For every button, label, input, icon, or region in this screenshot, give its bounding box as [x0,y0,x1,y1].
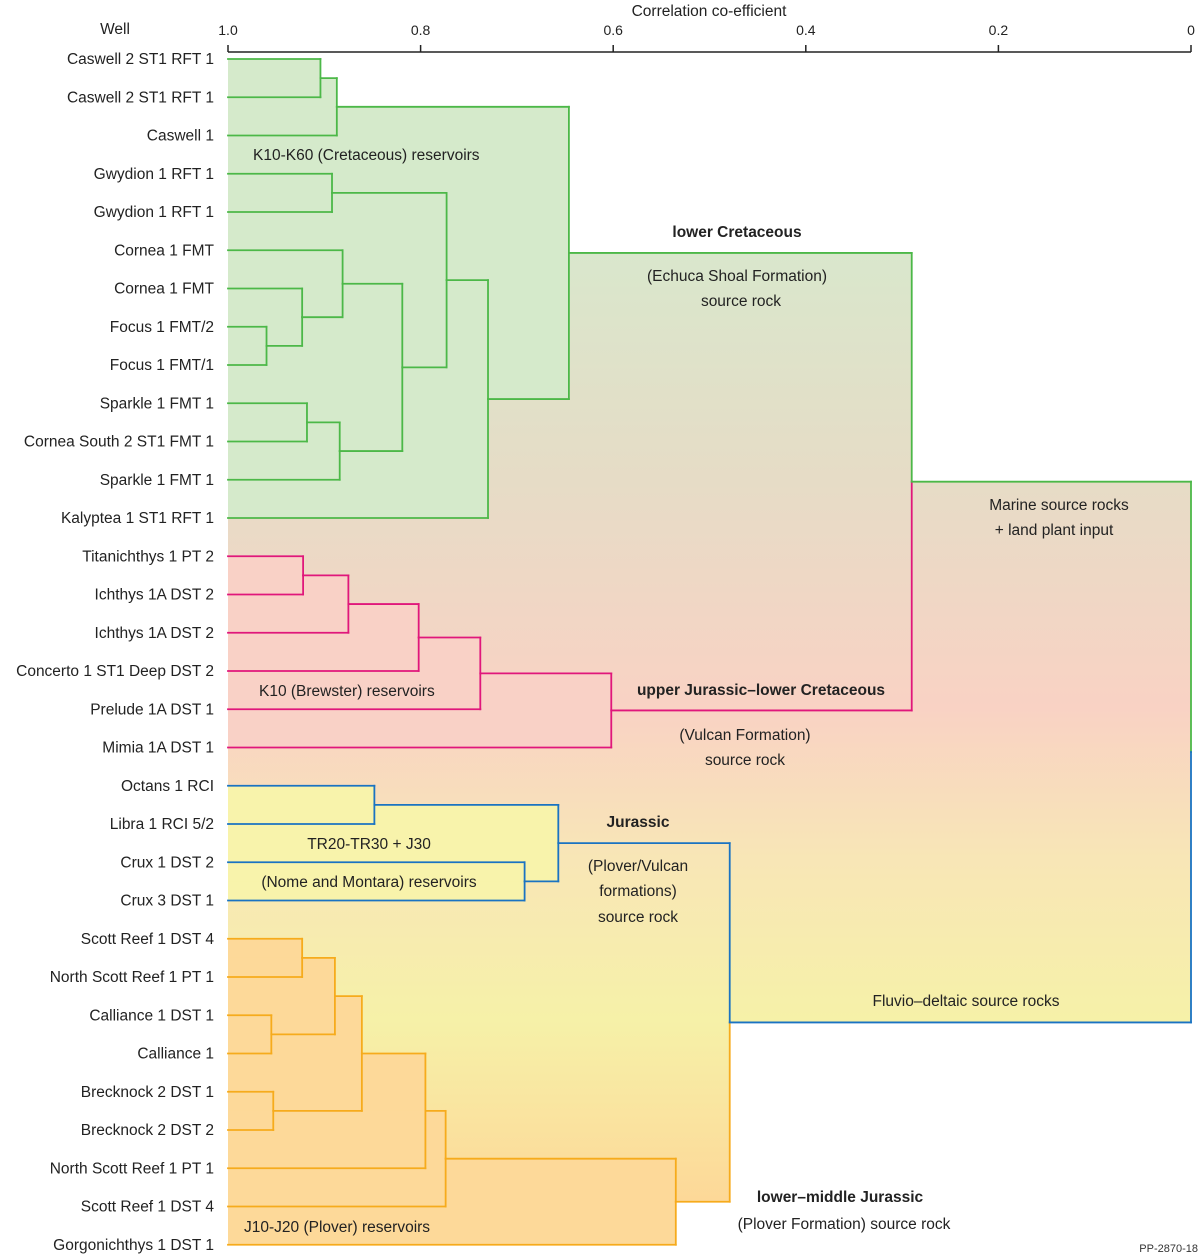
well-label: Focus 1 FMT/2 [110,319,214,336]
jurassic-line1: (Plover/Vulcan [588,858,688,875]
marine-label-line2: + land plant input [995,522,1114,539]
axis-tick-label: 0.2 [989,22,1009,38]
well-label: Crux 3 DST 1 [120,893,214,910]
well-label: Libra 1 RCI 5/2 [110,816,214,833]
ujlc-title: upper Jurassic–lower Cretaceous [637,682,885,699]
correlation-axis: Correlation co-efficient Well 1.0 0.8 0.6 0… [100,3,1195,53]
well-label: Kalyptea 1 ST1 RFT 1 [61,510,214,527]
axis-tick-label: 0 [1187,22,1195,38]
well-label: Cornea 1 FMT [114,242,214,259]
well-label: Scott Reef 1 DST 4 [81,931,215,948]
dendrogram-links [227,58,1192,1246]
ujlc-line2: source rock [705,752,785,769]
pink-cluster-shading [228,673,612,748]
marine-label-line1: Marine source rocks [989,497,1129,514]
well-label: Caswell 2 ST1 RFT 1 [67,51,214,68]
fluvio-label: Fluvio–deltaic source rocks [873,993,1060,1010]
axis-tick-label: 0.6 [603,22,623,38]
well-label: Crux 1 DST 2 [120,854,214,871]
orange-reservoirs-label: J10-J20 (Plover) reservoirs [244,1219,430,1236]
axis-title: Correlation co-efficient [632,3,787,20]
blue-reservoirs-line2: (Nome and Montara) reservoirs [261,874,477,891]
blue-cluster-shading [228,804,559,882]
well-label: Gwydion 1 RFT 1 [94,166,214,183]
well-label: Concerto 1 ST1 Deep DST 2 [16,663,214,680]
orange-cluster-shading [228,1158,676,1245]
well-label: Sparkle 1 FMT 1 [100,395,214,412]
figure-id: PP-2870-18 [1139,1243,1198,1255]
pink-reservoirs-label: K10 (Brewster) reservoirs [259,683,435,700]
well-label: Gwydion 1 RFT 1 [94,204,214,221]
well-label: North Scott Reef 1 PT 1 [50,1160,214,1177]
axis-tick-label: 0.8 [411,22,431,38]
well-label: Calliance 1 DST 1 [89,1007,214,1024]
cluster-shading [228,59,1191,1245]
well-label: Gorgonichthys 1 DST 1 [53,1237,214,1254]
well-label: Prelude 1A DST 1 [90,701,214,718]
ujlc-line1: (Vulcan Formation) [679,727,810,744]
well-label: Ichthys 1A DST 2 [95,587,214,604]
jurassic-line3: source rock [598,909,678,926]
well-label: Calliance 1 [137,1046,214,1063]
well-label: Cornea South 2 ST1 FMT 1 [24,434,214,451]
annotations: K10-K60 (Cretaceous) reservoirs lower Cr… [244,147,1198,1255]
well-label: Cornea 1 FMT [114,281,214,298]
jurassic-title: Jurassic [607,814,670,831]
well-label: Scott Reef 1 DST 4 [81,1199,215,1216]
well-label: North Scott Reef 1 PT 1 [50,969,214,986]
green-reservoirs-label: K10-K60 (Cretaceous) reservoirs [253,147,480,164]
well-label: Octans 1 RCI [121,778,214,795]
blue-reservoirs-line1: TR20-TR30 + J30 [307,836,431,853]
well-label: Mimia 1A DST 1 [102,740,214,757]
jurassic-line2: formations) [599,883,677,900]
axis-tick-label: 0.4 [796,22,816,38]
well-label: Ichthys 1A DST 2 [95,625,214,642]
well-labels: Caswell 2 ST1 RFT 1 Caswell 2 ST1 RFT 1 Ca… [16,51,214,1254]
lower-cretaceous-line1: (Echuca Shoal Formation) [647,268,827,285]
well-label: Brecknock 2 DST 1 [81,1084,214,1101]
well-label: Focus 1 FMT/1 [110,357,214,374]
merged-cluster-shading [228,481,1191,1023]
well-label: Brecknock 2 DST 2 [81,1122,214,1139]
lmj-line1: (Plover Formation) source rock [738,1216,951,1233]
well-label: Titanichthys 1 PT 2 [82,548,214,565]
green-cluster-shading [228,106,569,400]
lower-cretaceous-title: lower Cretaceous [672,224,801,241]
lmj-title: lower–middle Jurassic [757,1189,924,1206]
well-label: Sparkle 1 FMT 1 [100,472,214,489]
well-label: Caswell 2 ST1 RFT 1 [67,89,214,106]
lower-cretaceous-line2: source rock [701,293,781,310]
axis-tick-label: 1.0 [218,22,238,38]
well-label: Caswell 1 [147,128,214,145]
well-header: Well [100,21,130,38]
